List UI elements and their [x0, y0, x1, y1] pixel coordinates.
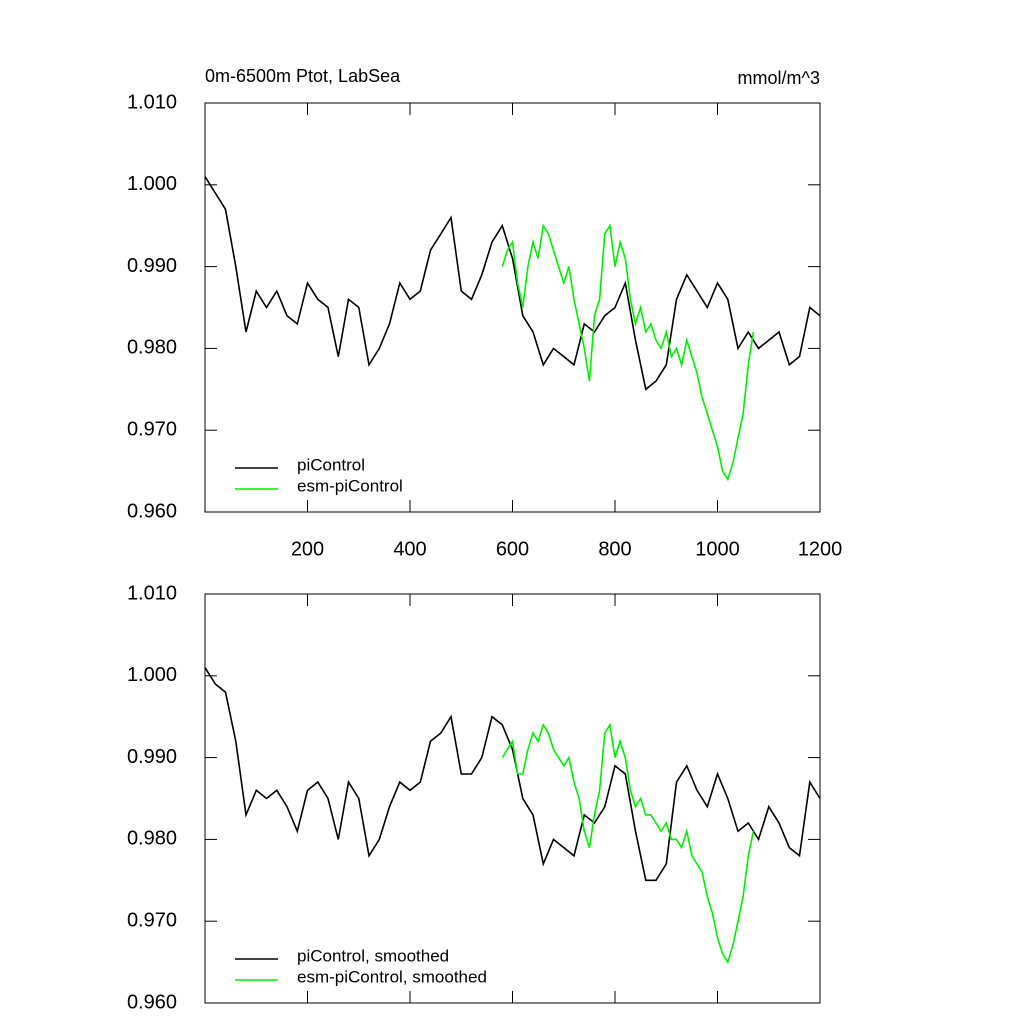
legend-label: esm-piControl, smoothed [297, 967, 487, 986]
legend-label: esm-piControl [297, 476, 403, 495]
legend-label: piControl [297, 455, 365, 474]
series-line [501, 223, 755, 482]
y-tick-label: 0.990 [127, 255, 177, 277]
plot-frame [204, 102, 821, 513]
y-tick-label: 1.010 [127, 582, 177, 604]
y-tick-label: 0.980 [127, 337, 177, 359]
x-tick-label: 1000 [695, 538, 740, 560]
chart-title: 0m-6500m Ptot, LabSea [205, 66, 401, 86]
x-tick-label: 1200 [798, 538, 843, 560]
series-line [501, 722, 755, 964]
y-tick-label: 1.000 [127, 664, 177, 686]
y-tick-label: 0.970 [127, 909, 177, 931]
y-tick-label: 0.980 [127, 828, 177, 850]
y-tick-label: 0.990 [127, 746, 177, 768]
x-tick-label: 800 [598, 538, 631, 560]
x-tick-label: 600 [496, 538, 529, 560]
series-line [204, 176, 821, 391]
unit-label: mmol/m^3 [738, 68, 820, 88]
series-line [204, 667, 821, 882]
y-tick-label: 1.000 [127, 173, 177, 195]
y-tick-label: 0.960 [127, 991, 177, 1013]
y-tick-label: 1.010 [127, 91, 177, 113]
x-tick-label: 400 [393, 538, 426, 560]
y-tick-label: 0.970 [127, 418, 177, 440]
legend-label: piControl, smoothed [297, 946, 449, 965]
x-tick-label: 200 [291, 538, 324, 560]
y-tick-label: 0.960 [127, 500, 177, 522]
